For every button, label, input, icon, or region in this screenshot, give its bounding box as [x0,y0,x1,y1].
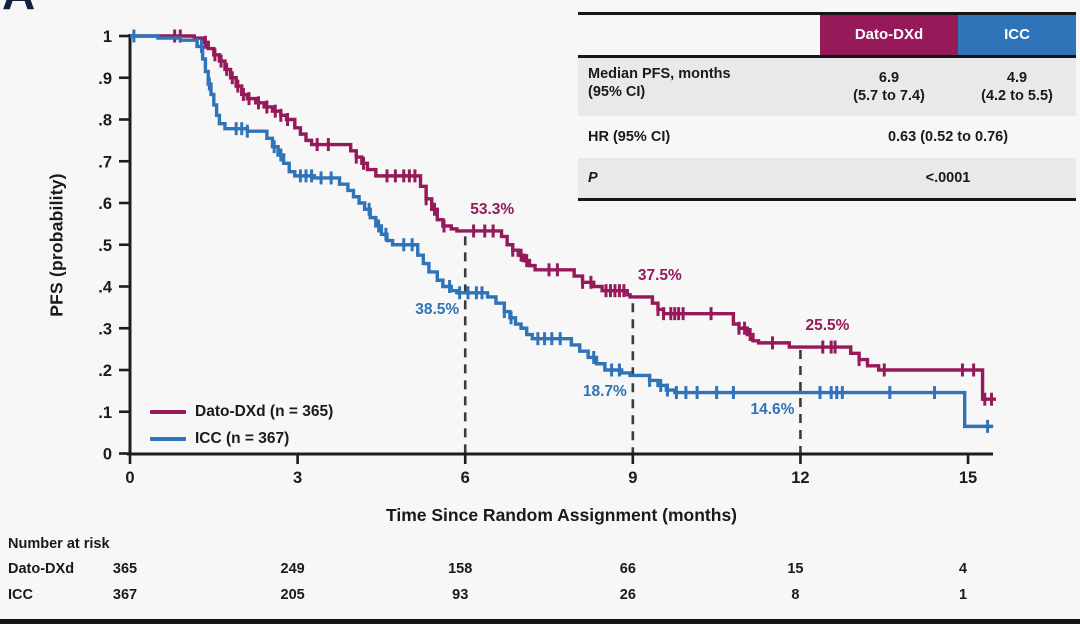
median-pfs-icc-point: 4.9 [1006,70,1028,86]
bottom-divider [0,619,1080,624]
y-tick-label: .5 [98,237,112,255]
median-pfs-label: Median PFS, months (95% CI) [578,58,820,116]
risk-count: 1 [959,587,968,603]
y-tick-label: .1 [98,404,112,422]
stats-table-header-row: Dato-DXd ICC [578,15,1076,58]
y-tick-label: .7 [98,153,112,171]
annotation-533-label: 53.3% [470,200,515,218]
annotation-187-label: 18.7% [582,383,627,401]
median-pfs-dato-point: 6.9 [878,70,900,86]
stats-row-p: P <.0001 [578,158,1076,198]
legend-label-dato: Dato-DXd (n = 365) [195,402,334,420]
risk-count: 365 [112,561,138,577]
p-value: <.0001 [925,170,971,186]
panel-label: A [2,0,35,20]
icc-line-swatch-icon [150,436,186,441]
x-tick-label: 12 [791,469,809,487]
annotation-255-label: 25.5% [805,317,850,335]
risk-count: 249 [280,561,305,577]
x-tick-label: 3 [293,469,302,487]
legend-label-icc: ICC (n = 367) [195,429,290,447]
legend-item-icc: ICC (n = 367) [150,425,333,452]
annotation-375-label: 37.5% [637,266,682,284]
median-pfs-label-line2: (95% CI) [588,84,646,100]
stats-header-spacer [578,15,820,55]
risk-count: 66 [619,561,636,577]
y-tick-label: 0 [103,446,112,464]
risk-row-dato-label: Dato-DXd [8,561,75,577]
y-tick-label: .3 [98,320,112,338]
p-label: P [588,170,598,186]
y-tick-label: 1 [103,28,112,46]
risk-table-title: Number at risk [8,536,110,552]
stats-header-dato: Dato-DXd [820,15,958,55]
x-tick-label: 0 [125,469,134,487]
risk-count: 367 [112,587,138,603]
risk-count: 26 [619,587,636,603]
risk-count: 4 [959,561,968,577]
x-tick-label: 6 [461,469,470,487]
annotation-layer: 53.3% 38.5% 37.5% 18.7% 25.5% 14.6% [415,200,850,418]
stats-header-icc: ICC [958,15,1076,55]
dato-line-swatch-icon [150,409,186,414]
median-pfs-label-line1: Median PFS, months [588,66,731,82]
x-tick-label: 15 [959,469,977,487]
y-tick-label: .8 [98,112,112,130]
risk-row-icc: ICC 367 205 93 26 8 1 [0,587,1080,609]
y-tick-label: .4 [98,279,113,297]
y-tick-label: .2 [98,362,112,380]
median-pfs-icc-ci: (4.2 to 5.5) [981,88,1053,104]
hr-label: HR (95% CI) [588,129,671,145]
x-axis-title: Time Since Random Assignment (months) [385,505,738,525]
hr-value: 0.63 (0.52 to 0.76) [887,129,1009,145]
risk-count: 15 [787,561,804,577]
median-pfs-dato-value: 6.9 (5.7 to 7.4) [820,58,958,116]
legend-item-dato: Dato-DXd (n = 365) [150,398,333,425]
stats-row-hr: HR (95% CI) 0.63 (0.52 to 0.76) [578,116,1076,158]
risk-count: 8 [791,587,800,603]
icc-curve [130,34,994,429]
risk-count: 158 [448,561,473,577]
stats-table: Dato-DXd ICC Median PFS, months (95% CI)… [578,12,1076,201]
y-tick-label: .9 [98,70,112,88]
median-pfs-dato-ci: (5.7 to 7.4) [853,88,925,104]
chart-legend: Dato-DXd (n = 365) ICC (n = 367) [150,398,333,452]
risk-count: 205 [280,587,305,603]
risk-count: 93 [452,587,469,603]
x-tick-label: 9 [628,469,637,487]
km-plot-svg: 0 3 6 9 12 15 1 .9 .8 .7 .6 .5 .4 .3 .2 .1 0 [98,28,996,487]
annotation-385-label: 38.5% [415,300,460,318]
median-pfs-icc-value: 4.9 (4.2 to 5.5) [958,58,1076,116]
y-tick-label: .6 [98,195,112,213]
stats-row-median-pfs: Median PFS, months (95% CI) 6.9 (5.7 to … [578,58,1076,116]
risk-row-dato: Dato-DXd 365 249 158 66 15 4 [0,561,1080,583]
annotation-146-label: 14.6% [750,400,795,418]
risk-row-icc-label: ICC [8,587,33,603]
